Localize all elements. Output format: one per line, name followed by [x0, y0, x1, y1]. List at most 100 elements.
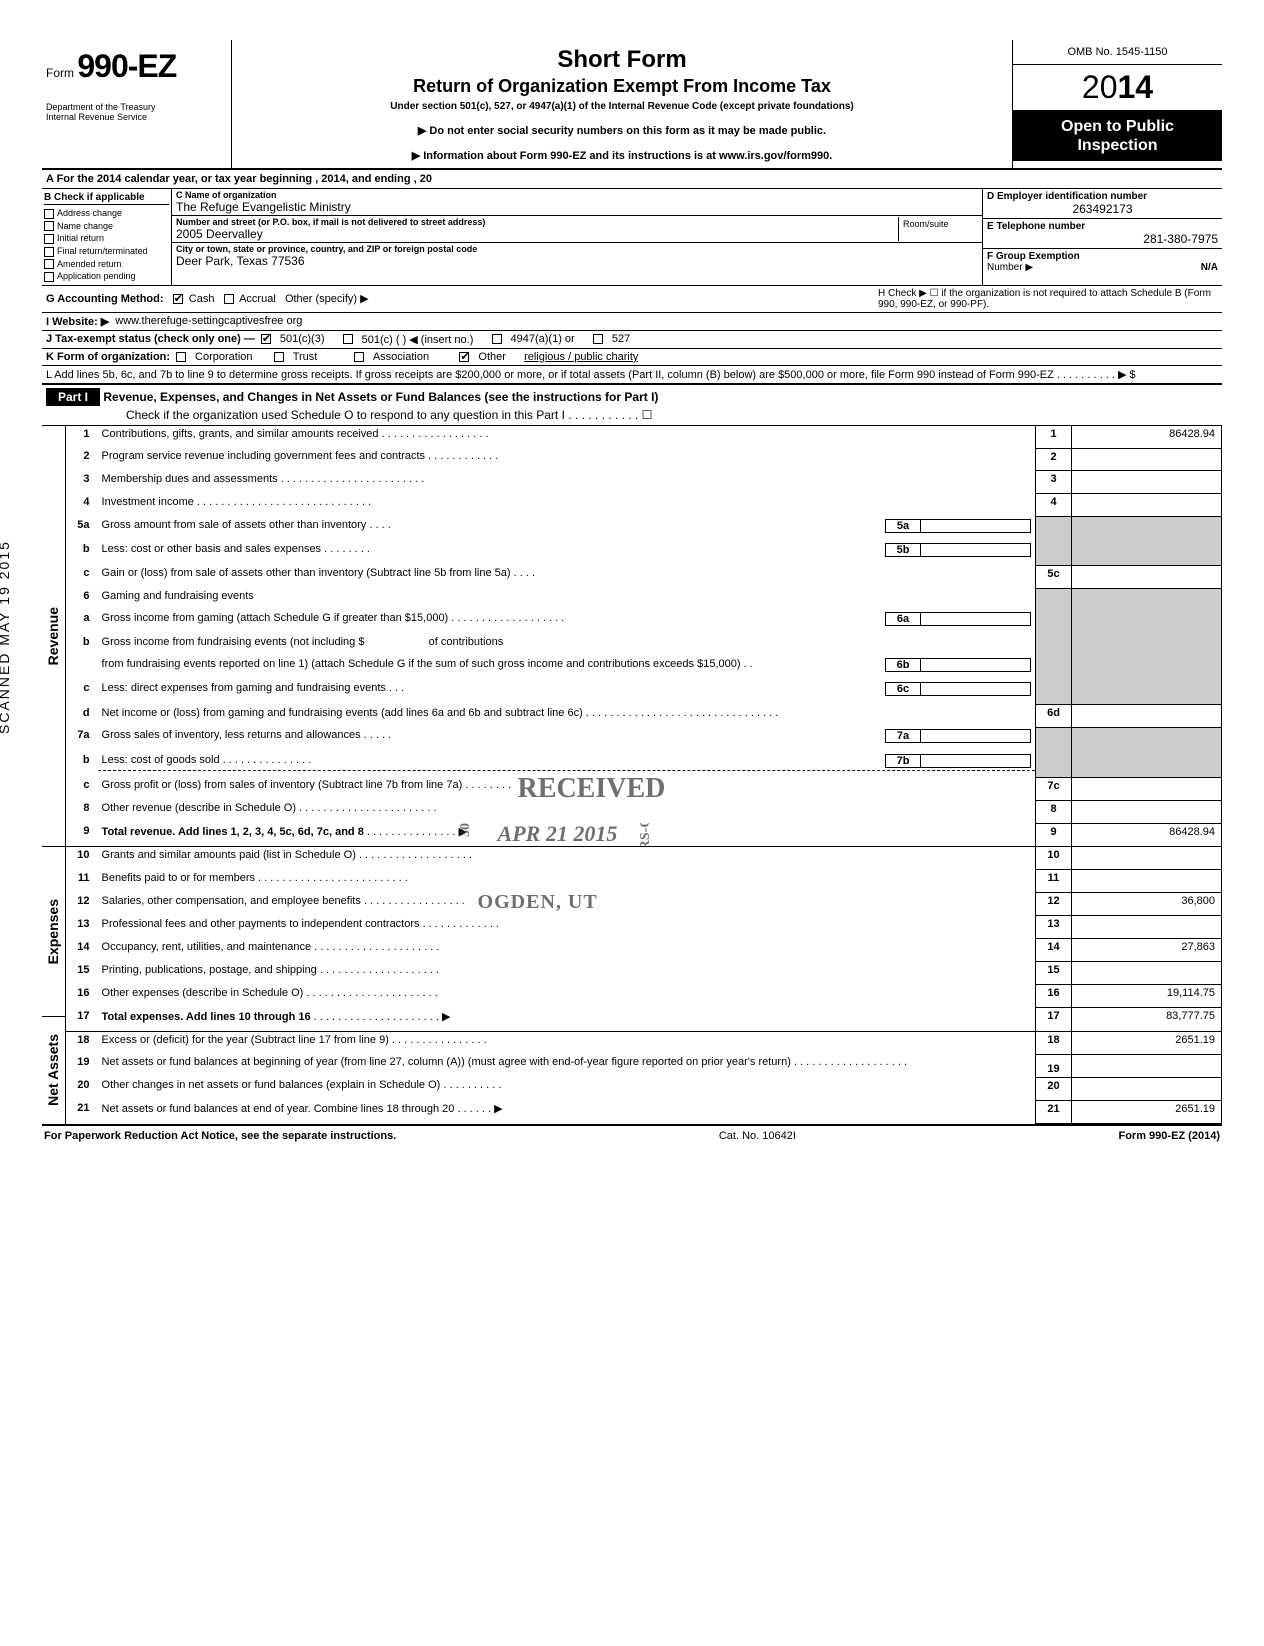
chk-corp[interactable]: [176, 352, 186, 362]
part1-label: Part I: [46, 388, 100, 406]
row-i-label: I Website: ▶: [46, 315, 109, 328]
row-l-text: L Add lines 5b, 6c, and 7b to line 9 to …: [46, 368, 1136, 381]
ein-label: D Employer identification number: [987, 191, 1218, 202]
row-g: G Accounting Method: Cash Accrual Other …: [42, 286, 1222, 313]
row-j-label: J Tax-exempt status (check only one) —: [46, 333, 255, 345]
chk-trust[interactable]: [274, 352, 284, 362]
room-suite-label: Room/suite: [903, 219, 974, 229]
form-under: Under section 501(c), 527, or 4947(a)(1)…: [242, 101, 1002, 112]
row-12: 12 Salaries, other compensation, and emp…: [66, 893, 1222, 916]
chk-address-change[interactable]: Address change: [44, 207, 169, 220]
group-exemption-label: F Group Exemption: [987, 251, 1080, 262]
year-box: OMB No. 1545-1150 2014 Open to Public In…: [1012, 40, 1222, 168]
part1-check: Check if the organization used Schedule …: [46, 406, 1218, 422]
chk-amended-return[interactable]: Amended return: [44, 258, 169, 271]
org-name: The Refuge Evangelistic Ministry: [176, 200, 978, 214]
org-street: 2005 Deervalley: [176, 227, 898, 241]
row-13: 13Professional fees and other payments t…: [66, 916, 1222, 939]
row-16: 16Other expenses (describe in Schedule O…: [66, 985, 1222, 1008]
col-b-checkboxes: B Check if applicable Address change Nam…: [42, 189, 172, 285]
col-right-ids: D Employer identification number 2634921…: [982, 189, 1222, 285]
row-15: 15Printing, publications, postage, and s…: [66, 962, 1222, 985]
side-label-col: Revenue Expenses Net Assets: [42, 426, 66, 1124]
line-a: A For the 2014 calendar year, or tax yea…: [42, 170, 1222, 189]
dept-label: Department of the Treasury Internal Reve…: [46, 103, 227, 123]
chk-final-return[interactable]: Final return/terminated: [44, 245, 169, 258]
form-prefix: Form: [46, 66, 74, 80]
org-city-row: City or town, state or province, country…: [172, 243, 982, 269]
stamp-3024: 3024: [458, 823, 474, 837]
value-16: 19,114.75: [1072, 985, 1222, 1008]
row-2: 2Program service revenue including gover…: [66, 448, 1222, 471]
ein-row: D Employer identification number 2634921…: [983, 189, 1222, 219]
value-21: 2651.19: [1072, 1100, 1222, 1123]
group-exemption-row: F Group Exemption Number ▶ N/A: [983, 249, 1222, 275]
chk-501c3[interactable]: [261, 334, 271, 344]
inspection-line2: Inspection: [1019, 136, 1216, 155]
row-8: 8Other revenue (describe in Schedule O) …: [66, 800, 1222, 823]
netassets-side-label: Net Assets: [45, 1034, 61, 1106]
year-prefix: 20: [1082, 69, 1118, 105]
footer-right: Form 990-EZ (2014): [1118, 1130, 1220, 1142]
form-id-box: Form 990-EZ Department of the Treasury I…: [42, 40, 232, 168]
stamp-received: RECEIVED: [518, 777, 666, 800]
value-9: 86428.94: [1072, 823, 1222, 847]
org-name-row: C Name of organization The Refuge Evange…: [172, 189, 982, 216]
title-box: Short Form Return of Organization Exempt…: [232, 40, 1012, 168]
chk-cash[interactable]: [173, 294, 183, 304]
row-17: 17Total expenses. Add lines 10 through 1…: [66, 1008, 1222, 1032]
omb-number: OMB No. 1545-1150: [1013, 40, 1222, 65]
row-k-label: K Form of organization:: [46, 351, 170, 363]
group-exemption-value: N/A: [1201, 262, 1218, 273]
value-14: 27,863: [1072, 939, 1222, 962]
form-number: 990-EZ: [77, 48, 176, 84]
value-1: 86428.94: [1072, 426, 1222, 448]
chk-application-pending[interactable]: Application pending: [44, 270, 169, 283]
other-org-value: religious / public charity: [524, 351, 638, 363]
chk-accrual[interactable]: [224, 294, 234, 304]
part1-header-row: Part I Revenue, Expenses, and Changes in…: [42, 385, 1222, 426]
header-grid: B Check if applicable Address change Nam…: [42, 189, 1222, 286]
form-note1: ▶ Do not enter social security numbers o…: [242, 124, 1002, 137]
part1-title: Revenue, Expenses, and Changes in Net As…: [103, 390, 658, 404]
col-org-info: C Name of organization The Refuge Evange…: [172, 189, 982, 285]
value-12: 36,800: [1072, 893, 1222, 916]
form-subtitle: Return of Organization Exempt From Incom…: [242, 76, 1002, 97]
stamp-irs-os: IRS-OS: [638, 823, 654, 847]
row-7a: 7aGross sales of inventory, less returns…: [66, 727, 1222, 751]
value-18: 2651.19: [1072, 1031, 1222, 1054]
part1-table: 1Contributions, gifts, grants, and simil…: [66, 426, 1222, 1124]
ein-value: 263492173: [987, 202, 1218, 216]
chk-527[interactable]: [593, 334, 603, 344]
phone-label: E Telephone number: [987, 221, 1218, 232]
chk-name-change[interactable]: Name change: [44, 220, 169, 233]
chk-other-org[interactable]: [459, 352, 469, 362]
revenue-side-label: Revenue: [45, 607, 61, 665]
footer-left: For Paperwork Reduction Act Notice, see …: [44, 1130, 396, 1142]
form-title: Short Form: [242, 46, 1002, 74]
row-h: H Check ▶ ☐ if the organization is not r…: [878, 288, 1218, 310]
chk-501c[interactable]: [343, 334, 353, 344]
chk-assoc[interactable]: [354, 352, 364, 362]
inspection-notice: Open to Public Inspection: [1013, 111, 1222, 161]
scanned-stamp: SCANNED MAY 19 2015: [0, 540, 12, 734]
value-17: 83,777.75: [1072, 1008, 1222, 1032]
chk-initial-return[interactable]: Initial return: [44, 232, 169, 245]
website-value: www.therefuge-settingcaptivesfree org: [115, 315, 302, 327]
row-i: I Website: ▶ www.therefuge-settingcaptiv…: [42, 313, 1222, 331]
row-7c: c Gross profit or (loss) from sales of i…: [66, 777, 1222, 800]
form-header: Form 990-EZ Department of the Treasury I…: [42, 40, 1222, 170]
org-name-label: C Name of organization: [176, 190, 978, 200]
row-6d: dNet income or (loss) from gaming and fu…: [66, 705, 1222, 728]
row-5a: 5aGross amount from sale of assets other…: [66, 517, 1222, 541]
year-suffix: 14: [1118, 69, 1154, 105]
chk-4947[interactable]: [492, 334, 502, 344]
row-l: L Add lines 5b, 6c, and 7b to line 9 to …: [42, 366, 1222, 385]
row-j: J Tax-exempt status (check only one) — 5…: [42, 331, 1222, 349]
row-11: 11Benefits paid to or for members . . . …: [66, 870, 1222, 893]
part1-body: Revenue Expenses Net Assets 1Contributio…: [42, 426, 1222, 1124]
row-6: 6Gaming and fundraising events: [66, 588, 1222, 610]
row-14: 14Occupancy, rent, utilities, and mainte…: [66, 939, 1222, 962]
group-exemption-number-label: Number ▶: [987, 262, 1033, 273]
row-3: 3Membership dues and assessments . . . .…: [66, 471, 1222, 494]
